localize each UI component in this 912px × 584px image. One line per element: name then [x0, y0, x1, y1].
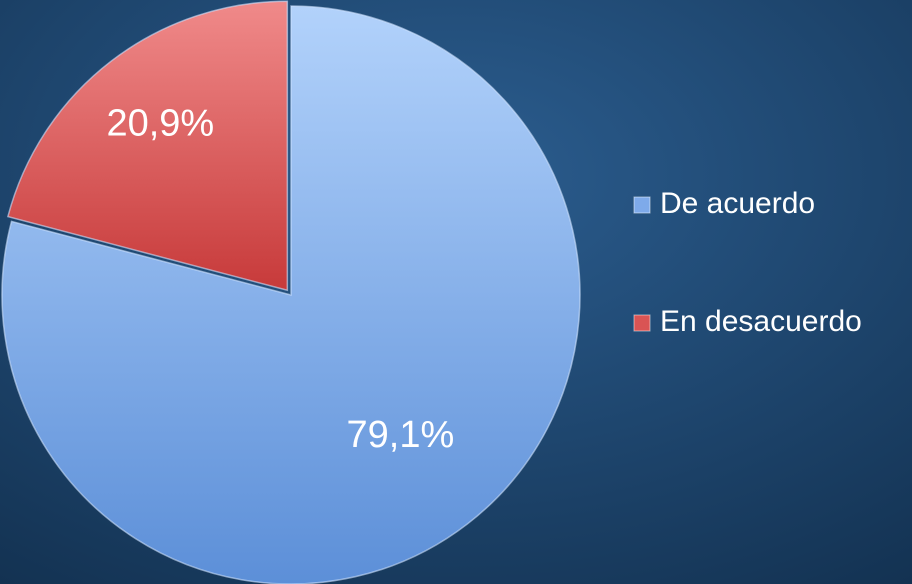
- data-label: 79,1%: [347, 414, 455, 456]
- legend-label: De acuerdo: [660, 187, 815, 220]
- legend-swatch: [633, 196, 651, 214]
- legend-label: En desacuerdo: [660, 305, 862, 338]
- data-label: 20,9%: [106, 102, 214, 144]
- legend-swatch: [633, 314, 651, 332]
- pie-slice: [1, 5, 581, 584]
- pie-slice: [6, 0, 289, 292]
